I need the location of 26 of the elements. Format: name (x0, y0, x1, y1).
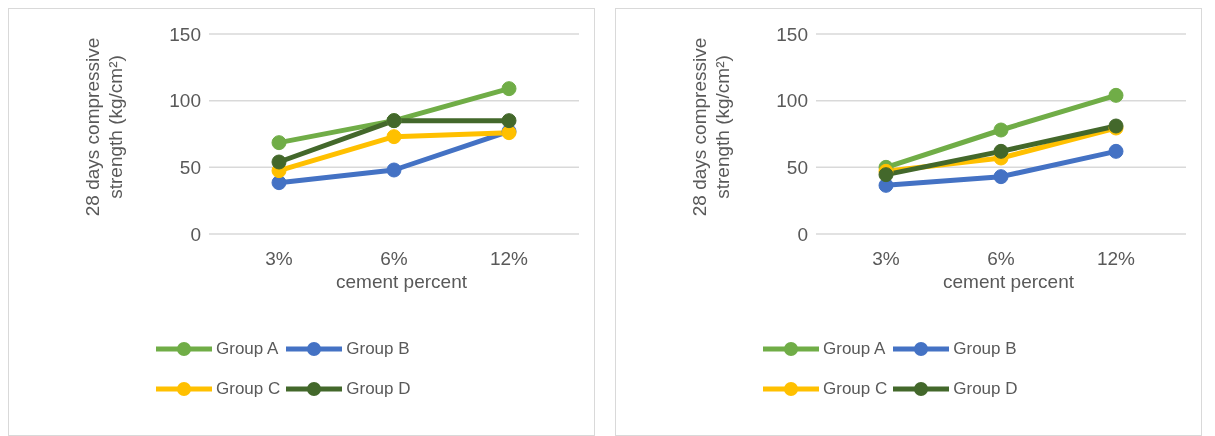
legend-label: Group B (953, 339, 1017, 359)
x-axis-title: cement percent (335, 271, 468, 293)
x-axis-title: cement percent (942, 271, 1075, 293)
y-tick-label: 150 (776, 23, 808, 45)
y-tick-label: 100 (169, 90, 201, 112)
legend-label: Group B (346, 339, 410, 359)
x-tick-label: 3% (872, 248, 900, 270)
y-tick-label: 50 (786, 157, 808, 179)
x-tick-label: 3% (265, 248, 293, 270)
legend-label: Group C (823, 379, 888, 399)
y-tick-label: 100 (776, 90, 808, 112)
y-tick-label: 150 (169, 23, 201, 45)
y-tick-label: 50 (179, 157, 201, 179)
legend-label: Group A (216, 339, 279, 359)
y-tick-label: 0 (797, 223, 808, 245)
x-tick-label: 12% (489, 248, 529, 270)
y-tick-label: 0 (190, 223, 201, 245)
legend-label: Group D (346, 379, 411, 399)
x-tick-label: 12% (1096, 248, 1136, 270)
legend-label: Group D (953, 379, 1018, 399)
y-axis-title: 28 days compressive strength (kg/cm²) (81, 36, 127, 219)
y-axis-title: 28 days compressive strength (kg/cm²) (688, 36, 734, 219)
legend-label: Group C (216, 379, 281, 399)
x-tick-label: 6% (987, 248, 1015, 270)
legend-label: Group A (823, 339, 886, 359)
x-tick-label: 6% (380, 248, 408, 270)
